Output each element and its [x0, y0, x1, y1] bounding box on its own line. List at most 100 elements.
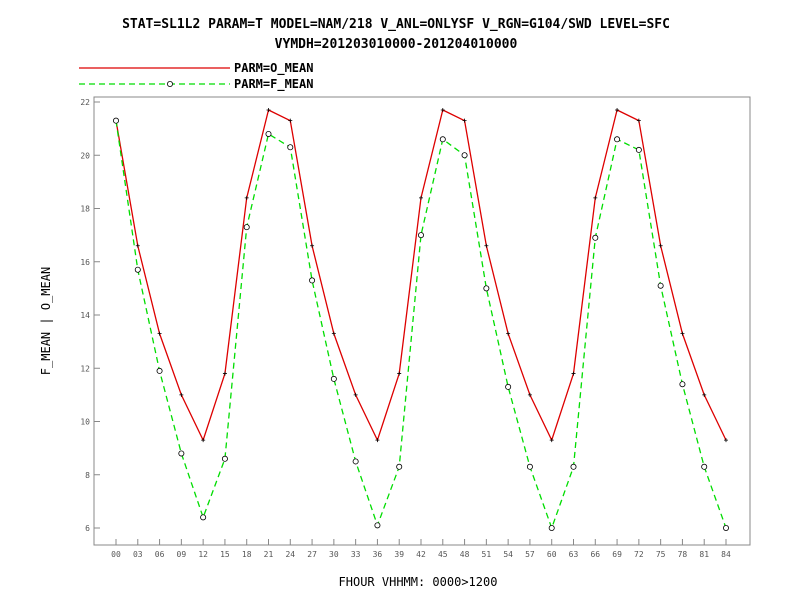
- y-axis-label: F_MEAN | O_MEAN: [39, 267, 53, 375]
- data-point: [724, 438, 728, 443]
- x-tick-label: 30: [329, 550, 339, 559]
- data-point: [439, 136, 446, 143]
- x-tick-label: 33: [351, 550, 361, 559]
- data-point: [287, 144, 294, 151]
- data-point: [571, 371, 576, 376]
- y-tick-label: 6: [85, 524, 90, 533]
- data-point: [614, 136, 621, 143]
- data-point: [396, 463, 403, 470]
- data-point: [527, 392, 532, 397]
- data-point: [462, 118, 467, 123]
- data-point: [549, 438, 554, 443]
- y-tick-label: 22: [80, 98, 90, 107]
- data-point: [397, 371, 402, 376]
- data-point: [375, 438, 380, 443]
- series-line: [115, 109, 727, 442]
- data-point: [178, 450, 185, 457]
- x-tick-label: 75: [656, 550, 666, 559]
- x-tick-label: 51: [482, 550, 492, 559]
- data-point: [505, 383, 512, 390]
- x-tick-label: 78: [678, 550, 688, 559]
- data-point: [265, 130, 272, 137]
- x-tick-label: 18: [242, 550, 252, 559]
- series-line: [115, 120, 727, 530]
- y-tick-label: 8: [85, 471, 90, 480]
- data-point: [483, 285, 490, 292]
- x-tick-label: 03: [133, 550, 143, 559]
- data-point: [680, 331, 685, 336]
- data-point: [200, 514, 207, 521]
- x-tick-label: 39: [394, 550, 404, 559]
- data-point: [310, 243, 315, 248]
- data-point: [702, 392, 707, 397]
- data-point: [526, 463, 533, 470]
- x-tick-label: 24: [285, 550, 295, 559]
- data-point: [331, 331, 336, 336]
- data-point: [135, 243, 140, 248]
- series-f-mean: [113, 117, 730, 532]
- data-point: [570, 463, 577, 470]
- y-tick-label: 10: [80, 418, 90, 427]
- y-tick-label: 18: [80, 205, 90, 214]
- x-tick-label: 48: [460, 550, 470, 559]
- data-point: [440, 107, 445, 112]
- x-axis: 00 03 06 09 12 15 18 21 24 27 30 33 36 39 42 45 48 51 54 57…: [111, 539, 731, 559]
- x-tick-label: 27: [307, 550, 317, 559]
- data-point: [506, 331, 511, 336]
- y-axis: 6 8 10 12 14 16 18 20 22: [80, 98, 100, 533]
- plot-frame: [93, 96, 751, 546]
- legend-label-o-mean: PARM=O_MEAN: [234, 61, 313, 76]
- data-point: [679, 381, 686, 388]
- data-point: [179, 392, 184, 397]
- data-point: [635, 146, 642, 153]
- x-tick-label: 36: [373, 550, 383, 559]
- data-point: [309, 277, 316, 284]
- y-tick-label: 16: [80, 258, 90, 267]
- data-point: [157, 331, 162, 336]
- data-point: [636, 118, 641, 123]
- x-tick-label: 69: [612, 550, 622, 559]
- x-tick-label: 21: [264, 550, 274, 559]
- chart-subtitle: VYMDH=201203010000-201204010000: [275, 37, 518, 52]
- data-point: [156, 367, 163, 374]
- x-tick-label: 72: [634, 550, 644, 559]
- legend: PARM=O_MEAN PARM=F_MEAN: [79, 61, 313, 92]
- data-point: [288, 118, 293, 123]
- data-point: [374, 522, 381, 529]
- legend-label-f-mean: PARM=F_MEAN: [234, 77, 313, 92]
- x-tick-label: 45: [438, 550, 448, 559]
- x-tick-label: 06: [155, 550, 165, 559]
- y-tick-label: 20: [80, 151, 90, 160]
- data-point: [592, 234, 599, 241]
- x-tick-label: 09: [177, 550, 187, 559]
- chart-title: STAT=SL1L2 PARAM=T MODEL=NAM/218 V_ANL=O…: [122, 17, 670, 32]
- data-point: [330, 375, 337, 382]
- data-point: [417, 232, 424, 239]
- series-o-mean: [114, 107, 728, 443]
- legend-marker-f-mean: [166, 81, 173, 88]
- data-point: [352, 458, 359, 465]
- data-point: [222, 371, 227, 376]
- data-point: [221, 455, 228, 462]
- data-point: [484, 243, 489, 248]
- x-tick-label: 60: [547, 550, 557, 559]
- x-tick-label: 54: [503, 550, 513, 559]
- data-point: [419, 195, 423, 200]
- data-point: [243, 224, 250, 231]
- x-tick-label: 84: [721, 550, 731, 559]
- x-tick-label: 42: [416, 550, 426, 559]
- data-point: [657, 282, 664, 289]
- x-tick-label: 12: [198, 550, 208, 559]
- x-tick-label: 00: [111, 550, 121, 559]
- data-point: [658, 243, 663, 248]
- y-tick-label: 14: [80, 311, 90, 320]
- data-point: [701, 463, 708, 470]
- data-point: [548, 525, 555, 532]
- x-tick-label: 57: [525, 550, 535, 559]
- data-point: [244, 195, 249, 200]
- x-axis-label: FHOUR VHHMM: 0000>1200: [339, 575, 498, 589]
- series-layer: [113, 107, 730, 532]
- y-tick-label: 12: [80, 364, 90, 373]
- data-point: [353, 392, 358, 397]
